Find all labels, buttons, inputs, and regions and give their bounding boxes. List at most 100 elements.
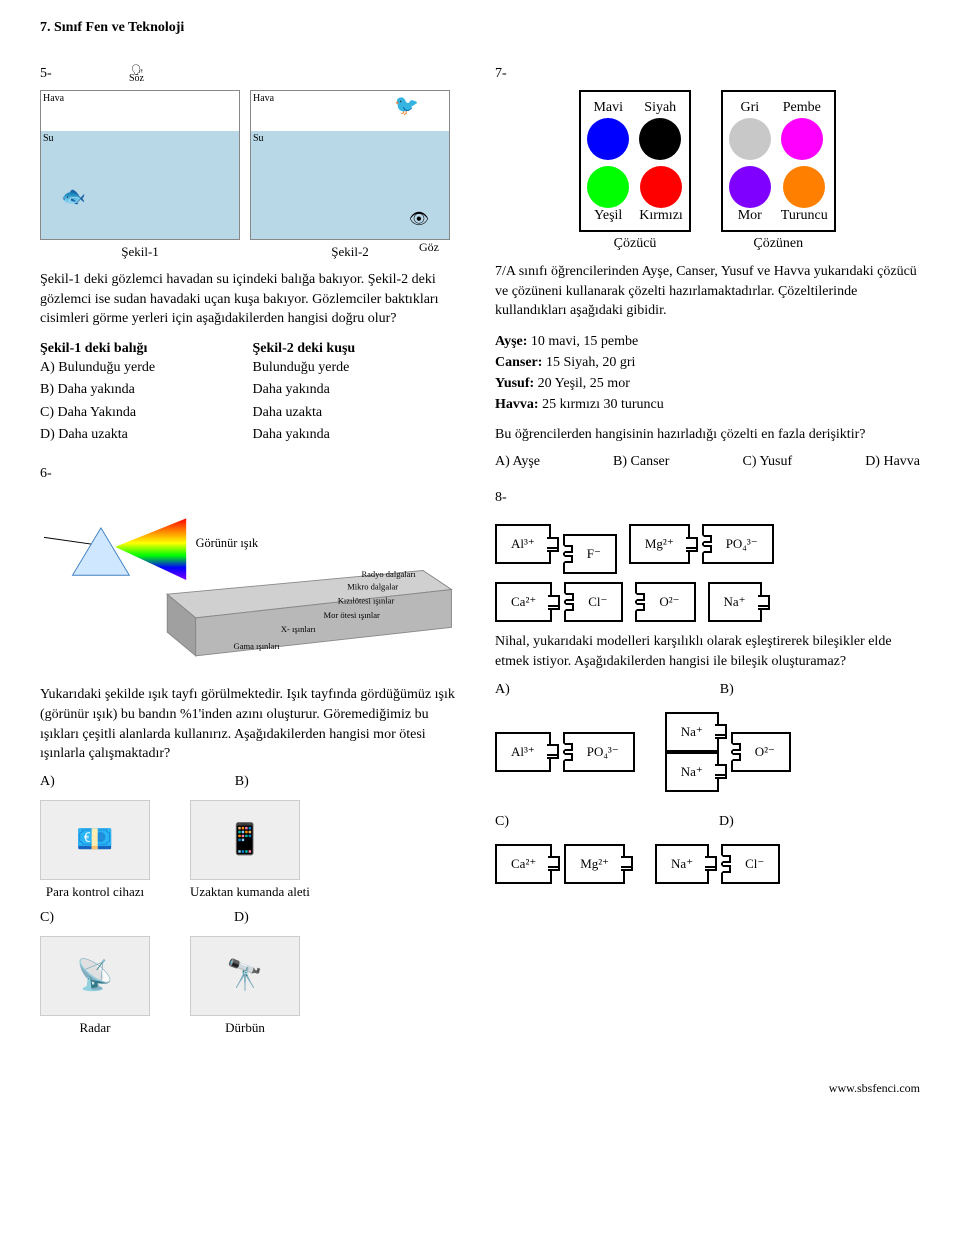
q7-mix-list: Ayşe: 10 mavi, 15 pembeCanser: 15 Siyah,… (495, 331, 920, 415)
svg-text:X- ışınları: X- ışınları (281, 624, 316, 634)
soz-label: Söz (129, 73, 144, 84)
q5-option: B) Daha yakındaDaha yakında (40, 379, 465, 401)
color-swatch: Siyah (639, 100, 681, 160)
ion-piece: Cl⁻ (721, 844, 780, 884)
question-7: 7- MaviSiyah YeşilKırmızı Çözücü GriPemb… (495, 66, 920, 470)
q8-pair-a: Al³⁺PO₄³⁻ (495, 712, 635, 792)
ion-piece: Na⁺ (665, 712, 719, 752)
q6-opt-d-letter: D) (234, 910, 249, 926)
mix-line: Havva: 25 kırmızı 30 turuncu (495, 394, 920, 415)
solute-box: GriPembe MorTuruncu (721, 90, 836, 232)
remote-icon: 📱 (190, 800, 300, 880)
ion-piece: Mg²⁺ (564, 844, 625, 884)
color-swatch: Yeşil (587, 166, 629, 226)
svg-text:Mor ötesi ışınlar: Mor ötesi ışınlar (324, 610, 380, 620)
device-money-checker: 💶 Para kontrol cihazı (40, 800, 150, 900)
q5-option: D) Daha uzaktaDaha yakında (40, 424, 465, 446)
solvent-caption: Çözücü (579, 236, 691, 252)
device-b-label: Uzaktan kumanda aleti (190, 884, 310, 900)
question-5: 5- 🗣 Söz 🐟 Hava Su Şekil-1 🐦 👁 Hava Su G… (40, 66, 465, 446)
q5-text: Şekil-1 deki gözlemci havadan su içindek… (40, 270, 465, 329)
q8-ions-row1: Al³⁺ F⁻ Mg²⁺ PO₄³⁻ (495, 514, 920, 574)
question-8: 8- Al³⁺ F⁻ Mg²⁺ PO₄³⁻ Ca²⁺ Cl⁻ O²⁻ Na⁺ Nihal, … (495, 490, 920, 891)
ion-piece: Mg²⁺ (629, 524, 690, 564)
mix-line: Ayşe: 10 mavi, 15 pembe (495, 331, 920, 352)
mix-line: Canser: 15 Siyah, 20 gri (495, 352, 920, 373)
color-swatch: Turuncu (781, 166, 828, 226)
q6-opt-b-letter: B) (235, 774, 249, 790)
q7-options: A) Ayşe B) Canser C) Yusuf D) Havva (495, 454, 920, 470)
q8-opt-b-letter: B) (720, 682, 734, 698)
q6-number: 6- (40, 466, 465, 482)
q7-opt-a: A) Ayşe (495, 454, 540, 470)
device-c-label: Radar (40, 1020, 150, 1036)
spectrum-diagram: Görünür ışık Radyo dalgaları Mikro dalga… (40, 490, 465, 670)
hava-label: Hava (43, 93, 64, 104)
svg-text:Gama ışınları: Gama ışınları (234, 642, 281, 652)
su-label: Su (43, 133, 54, 144)
q5-figure-1: 🗣 Söz 🐟 Hava Su (40, 90, 240, 240)
q8-ions-row2: Ca²⁺ Cl⁻ O²⁻ Na⁺ (495, 582, 920, 622)
money-checker-icon: 💶 (40, 800, 150, 880)
ion-piece: Cl⁻ (564, 582, 623, 622)
q8-opt-c-letter: C) (495, 814, 509, 830)
q5-number: 5- (40, 66, 465, 82)
ion-piece: O²⁻ (635, 582, 695, 622)
q7-opt-d: D) Havva (865, 454, 920, 470)
ion-piece: O²⁻ (731, 732, 791, 772)
q8-pair-b: Na⁺Na⁺ O²⁻ (665, 712, 791, 792)
q5-option: A) Bulunduğu yerdeBulunduğu yerde (40, 357, 465, 379)
device-radar: 📡 Radar (40, 936, 150, 1036)
color-swatch: Mavi (587, 100, 629, 160)
q5-figure-2: 🐦 👁 Hava Su Göz (250, 90, 450, 240)
goz-label: Göz (419, 240, 439, 255)
q7-opt-c: C) Yusuf (742, 454, 792, 470)
q8-pair-d: Na⁺Cl⁻ (655, 844, 780, 884)
q6-opt-c-letter: C) (40, 910, 54, 926)
q8-opt-a-letter: A) (495, 682, 510, 698)
device-a-label: Para kontrol cihazı (40, 884, 150, 900)
device-d-label: Dürbün (190, 1020, 300, 1036)
su-label-2: Su (253, 133, 264, 144)
q5-col1-head: Şekil-1 deki balığı (40, 341, 253, 357)
q8-number: 8- (495, 490, 920, 506)
binoculars-icon: 🔭 (190, 936, 300, 1016)
ion-piece: PO₄³⁻ (702, 524, 774, 564)
ion-piece: Na⁺ (665, 752, 719, 792)
q8-opt-d-letter: D) (719, 814, 734, 830)
question-6: 6- Görünür ışık Radyo dalgaları Mikro da… (40, 466, 465, 1035)
fig1-caption: Şekil-1 (40, 244, 240, 260)
q5-col2-head: Şekil-2 deki kuşu (253, 341, 466, 357)
q7-text1: 7/A sınıfı öğrencilerinden Ayşe, Canser,… (495, 262, 920, 321)
bird-icon: 🐦 (394, 93, 419, 118)
q8-pair-c: Ca²⁺Mg²⁺ (495, 844, 625, 884)
color-swatch: Gri (729, 100, 771, 160)
svg-text:Kızılötesi ışınlar: Kızılötesi ışınlar (338, 596, 395, 606)
eye-icon: 👁 (409, 209, 429, 229)
q8-text: Nihal, yukarıdaki modelleri karşılıklı o… (495, 632, 920, 671)
ion-piece: Na⁺ (708, 582, 762, 622)
device-binoculars: 🔭 Dürbün (190, 936, 300, 1036)
color-swatch: Pembe (781, 100, 823, 160)
page-footer: www.sbsfenci.com (829, 1081, 920, 1096)
device-remote: 📱 Uzaktan kumanda aleti (190, 800, 310, 900)
ion-piece: Ca²⁺ (495, 582, 552, 622)
ion-piece: Al³⁺ (495, 524, 551, 564)
radar-icon: 📡 (40, 936, 150, 1016)
solvent-box: MaviSiyah YeşilKırmızı (579, 90, 691, 232)
right-column: 7- MaviSiyah YeşilKırmızı Çözücü GriPemb… (495, 66, 920, 1056)
ion-piece: Al³⁺ (495, 732, 551, 772)
page-header: 7. Sınıf Fen ve Teknoloji (40, 20, 920, 36)
color-swatch: Kırmızı (639, 166, 683, 226)
solute-caption: Çözünen (721, 236, 836, 252)
svg-text:Mikro dalgalar: Mikro dalgalar (347, 582, 398, 592)
svg-text:Radyo dalgaları: Radyo dalgaları (361, 570, 416, 580)
q6-opt-a-letter: A) (40, 774, 55, 790)
q7-number: 7- (495, 66, 920, 82)
left-column: 5- 🗣 Söz 🐟 Hava Su Şekil-1 🐦 👁 Hava Su G… (40, 66, 465, 1056)
ion-piece: F⁻ (563, 534, 617, 574)
svg-text:Görünür ışık: Görünür ışık (196, 536, 259, 550)
mix-line: Yusuf: 20 Yeşil, 25 mor (495, 373, 920, 394)
q6-text: Yukarıdaki şekilde ışık tayfı görülmekte… (40, 685, 465, 763)
fish-icon: 🐟 (61, 184, 86, 209)
